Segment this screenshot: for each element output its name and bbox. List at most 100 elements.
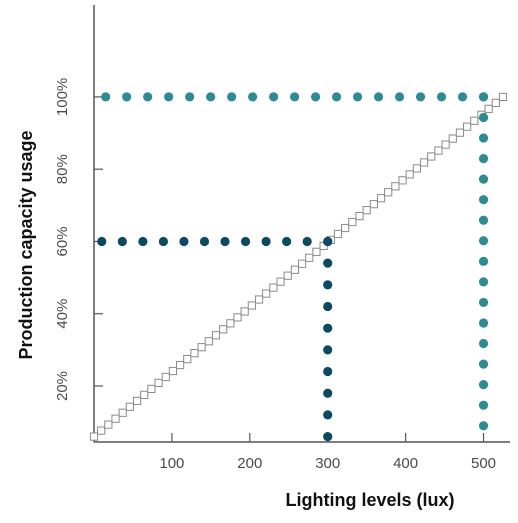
- guide-500lux-horizontal-dot: [290, 92, 300, 102]
- guide-300lux-vertical-dot: [323, 345, 333, 355]
- guide-300lux-vertical-dot: [323, 258, 333, 268]
- diagonal-series-marker: [147, 384, 156, 394]
- diagonal-series-marker: [247, 301, 256, 310]
- diagonal-series-marker: [405, 170, 414, 179]
- diagonal-series-marker: [398, 176, 407, 185]
- diagonal-series-marker: [226, 319, 235, 328]
- guide-300lux-horizontal-dot: [117, 236, 127, 247]
- x-tick-label: 500: [471, 455, 496, 472]
- y-tick-label: 60%: [54, 226, 71, 256]
- guide-500lux-vertical-dot: [478, 195, 489, 205]
- diagonal-series-marker: [369, 200, 378, 209]
- diagonal-series-marker: [254, 295, 264, 304]
- guide-300lux-vertical-dot: [323, 410, 333, 420]
- guide-500lux-horizontal-dot: [436, 92, 447, 102]
- diagonal-series-marker: [140, 390, 149, 399]
- diagonal-series-marker: [204, 337, 213, 346]
- diagonal-series-marker: [463, 122, 472, 131]
- diagonal-series-marker: [455, 128, 465, 137]
- y-tick-label: 40%: [54, 299, 71, 329]
- diagonal-series-marker: [470, 116, 479, 125]
- diagonal-series-marker: [498, 92, 508, 102]
- guide-500lux-horizontal-dot: [415, 92, 426, 102]
- diagonal-series-marker: [434, 146, 443, 155]
- guide-500lux-vertical-dot: [478, 133, 489, 143]
- guide-500lux-horizontal-dot: [101, 92, 111, 102]
- guide-300lux-vertical-dot: [323, 280, 333, 290]
- diagonal-series-marker: [355, 211, 364, 221]
- guide-500lux-horizontal-dot: [185, 92, 195, 102]
- y-tick-label: 20%: [54, 371, 71, 401]
- guide-500lux-horizontal-dot: [457, 92, 468, 102]
- x-tick-label: 200: [237, 455, 262, 472]
- x-tick-label: 300: [315, 455, 340, 472]
- y-tick-label: 80%: [54, 154, 71, 184]
- diagonal-series-marker: [240, 307, 249, 316]
- diagonal-series-marker: [97, 426, 106, 435]
- diagonal-series-marker: [290, 265, 300, 274]
- guide-500lux-vertical-dot: [478, 421, 489, 431]
- guide-500lux-vertical-dot: [478, 153, 489, 164]
- guide-300lux-horizontal-dot: [282, 236, 292, 247]
- guide-500lux-horizontal-dot: [310, 92, 321, 102]
- diagonal-series-marker: [312, 247, 321, 256]
- guide-300lux-horizontal-dot: [302, 236, 312, 247]
- guide-500lux-horizontal-dot: [373, 92, 384, 102]
- diagonal-series-marker: [362, 206, 371, 215]
- guide-300lux-vertical-dot: [323, 388, 333, 398]
- guide-300lux-horizontal-dot: [138, 236, 148, 247]
- guide-500lux-horizontal-dot: [478, 92, 489, 102]
- guide-500lux-vertical-dot: [478, 297, 489, 308]
- guide-300lux-horizontal-dot: [199, 236, 210, 247]
- diagonal-series-marker: [491, 98, 500, 107]
- diagonal-series-marker: [197, 343, 206, 352]
- diagonal-series-marker: [276, 277, 285, 286]
- diagonal-series-marker: [269, 283, 278, 292]
- diagonal-series-marker: [341, 223, 350, 233]
- guide-500lux-horizontal-dot: [352, 92, 363, 102]
- guide-500lux-vertical-dot: [478, 318, 489, 328]
- diagonal-series-marker: [419, 158, 429, 167]
- series-layer: [89, 92, 508, 442]
- guide-500lux-vertical-dot: [478, 359, 489, 369]
- guide-300lux-vertical-dot: [323, 323, 333, 333]
- diagonal-series-marker: [89, 432, 99, 441]
- diagonal-series-marker: [333, 229, 343, 239]
- diagonal-series-marker: [233, 313, 242, 322]
- diagonal-series-marker: [132, 396, 142, 405]
- diagonal-series-marker: [118, 408, 127, 417]
- guide-500lux-horizontal-dot: [164, 92, 174, 102]
- diagonal-series-marker: [161, 372, 170, 382]
- diagonal-series-marker: [441, 140, 450, 149]
- diagonal-series-marker: [190, 349, 199, 358]
- x-tick-label: 100: [159, 455, 184, 472]
- guide-300lux-vertical-dot: [323, 366, 333, 377]
- x-ticks: 100 200 300 400 500: [159, 433, 496, 472]
- diagonal-series-marker: [348, 217, 357, 227]
- diagonal-series-marker: [262, 289, 271, 298]
- guide-500lux-horizontal-dot: [227, 92, 237, 102]
- guide-300lux-vertical-dot: [323, 301, 333, 312]
- guide-500lux-vertical-dot: [478, 400, 489, 410]
- guide-300lux-horizontal-dot: [158, 236, 169, 247]
- diagonal-series-marker: [211, 331, 221, 340]
- diagonal-series-marker: [104, 420, 113, 429]
- guide-500lux-vertical-dot: [478, 112, 489, 123]
- diagonal-series-marker: [484, 104, 493, 113]
- guide-300lux-horizontal-dot: [261, 236, 271, 247]
- diagonal-series-marker: [391, 182, 400, 191]
- diagonal-series-marker: [168, 366, 178, 376]
- guide-300lux-horizontal-dot: [220, 236, 230, 247]
- guide-500lux-vertical-dot: [478, 338, 489, 349]
- guide-500lux-horizontal-dot: [269, 92, 279, 102]
- guide-500lux-vertical-dot: [478, 277, 489, 287]
- guide-300lux-horizontal-dot: [240, 236, 251, 247]
- guide-300lux-horizontal-dot: [97, 236, 107, 247]
- guide-500lux-horizontal-dot: [143, 92, 153, 102]
- y-tick-label: 100%: [54, 78, 71, 116]
- y-ticks: 20% 40% 60% 80% 100%: [54, 78, 103, 401]
- guide-500lux-horizontal-dot: [394, 92, 405, 102]
- x-tick-label: 400: [393, 455, 418, 472]
- diagonal-series-marker: [412, 164, 421, 173]
